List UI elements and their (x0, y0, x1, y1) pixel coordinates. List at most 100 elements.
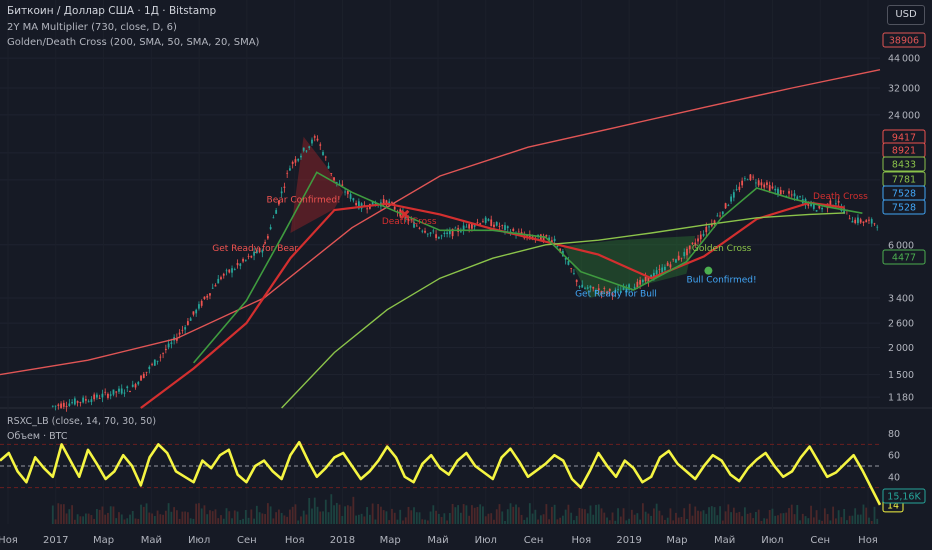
volume-bar (865, 507, 868, 524)
candle-body (462, 225, 465, 231)
candle-body (189, 318, 192, 321)
volume-bar (357, 514, 360, 524)
volume-bar (404, 517, 407, 524)
candle-body (54, 405, 57, 407)
candle-body (426, 233, 429, 235)
volume-bar (721, 520, 724, 524)
currency-button[interactable]: USD (887, 5, 925, 25)
candle-body (774, 188, 777, 191)
indicator-golden-death-cross[interactable]: Golden/Death Cross (200, SMA, 50, SMA, 2… (7, 37, 260, 48)
candle-body (297, 158, 300, 161)
volume-bar (826, 514, 829, 524)
volume-bar (377, 503, 380, 524)
volume-bar (418, 512, 421, 524)
candle-body (697, 238, 699, 242)
candle-body (468, 224, 471, 229)
volume-bar (757, 509, 760, 524)
candle-body (217, 278, 220, 284)
candle-body (440, 235, 443, 237)
volume-bar (60, 504, 62, 524)
candle-body (424, 230, 426, 233)
candle-body (639, 280, 642, 285)
volume-bar (796, 505, 799, 524)
candle-body (93, 394, 96, 400)
candle-body (586, 287, 589, 289)
volume-bar (782, 513, 785, 524)
volume-bar (145, 503, 148, 524)
candle-body (628, 284, 630, 291)
candle-body (330, 173, 333, 174)
candle-body (675, 259, 677, 263)
candle-body (104, 391, 107, 393)
candle-body (73, 398, 76, 405)
candle-body (782, 190, 785, 192)
volume-bar (175, 510, 178, 524)
candle-body (788, 191, 790, 194)
volume-bar (520, 514, 523, 524)
volume-bar (589, 505, 592, 524)
time-tick-label: Ноя (572, 535, 592, 546)
candle-body (393, 206, 396, 210)
volume-bar (573, 520, 575, 524)
volume-bar (382, 510, 385, 524)
volume-bar (170, 511, 173, 524)
candle-body (545, 234, 548, 237)
candle-body (581, 284, 584, 288)
candle-body (550, 240, 553, 243)
candle-body (686, 248, 688, 256)
symbol-title[interactable]: Биткоин / Доллар США · 1Д · Bitstamp (7, 5, 217, 17)
candle-body (454, 227, 457, 229)
volume-bar (840, 517, 843, 524)
volume-bar (209, 510, 211, 524)
candle-body (289, 168, 291, 171)
time-axis[interactable]: Ноя 2017 Мар Май Июл Сен Ноя 2018 Мар Май Июл Сен Но… (0, 535, 878, 546)
candle-body (757, 180, 760, 186)
volume-bar (109, 506, 112, 524)
volume-bar (129, 514, 131, 524)
volume-bar (253, 518, 255, 524)
volume-bar (534, 509, 537, 524)
candle-body (859, 219, 862, 223)
candle-body (286, 172, 289, 174)
candle-body (316, 138, 319, 141)
candle-body (771, 186, 774, 189)
price-tick-label: 1 180 (888, 393, 914, 404)
candle-body (567, 261, 570, 265)
time-tick-label: Июл (475, 535, 497, 546)
candle-body (129, 391, 131, 393)
volume-bar (465, 505, 468, 524)
volume-bar (391, 508, 393, 524)
indicator-ma-multiplier[interactable]: 2Y MA Multiplier (730, close, D, 6) (7, 22, 177, 33)
volume-bar (198, 503, 200, 524)
volume-bar (311, 508, 313, 524)
rsx-indicator-label[interactable]: RSXC_LB (close, 14, 70, 30, 50) (7, 416, 157, 427)
candle-body (96, 394, 98, 398)
volume-indicator-label[interactable]: Объем · BTC (7, 431, 68, 442)
candle-body (760, 182, 763, 186)
candle-body (465, 226, 468, 228)
volume-bar (730, 512, 733, 524)
annotation-label: Get Ready for Bear (212, 244, 298, 254)
volume-bar (153, 516, 156, 524)
candle-body (76, 401, 79, 403)
volume-bar (834, 518, 837, 524)
volume-bar (363, 516, 366, 524)
candle-body (446, 232, 448, 234)
volume-bar (810, 505, 812, 524)
cross-fills (290, 136, 696, 298)
volume-bar (294, 504, 297, 524)
volume-bar (818, 519, 821, 524)
volume-bar (608, 520, 611, 524)
volume-bar (644, 511, 647, 524)
volume-bar (738, 511, 741, 524)
candle-body (68, 403, 71, 406)
candle-body (115, 391, 118, 393)
volume-bar (523, 519, 526, 524)
volume-bar (873, 506, 876, 524)
volume-bar (187, 512, 189, 524)
candle-body (145, 371, 148, 373)
candle-body (153, 359, 156, 366)
candle-body (159, 356, 162, 358)
